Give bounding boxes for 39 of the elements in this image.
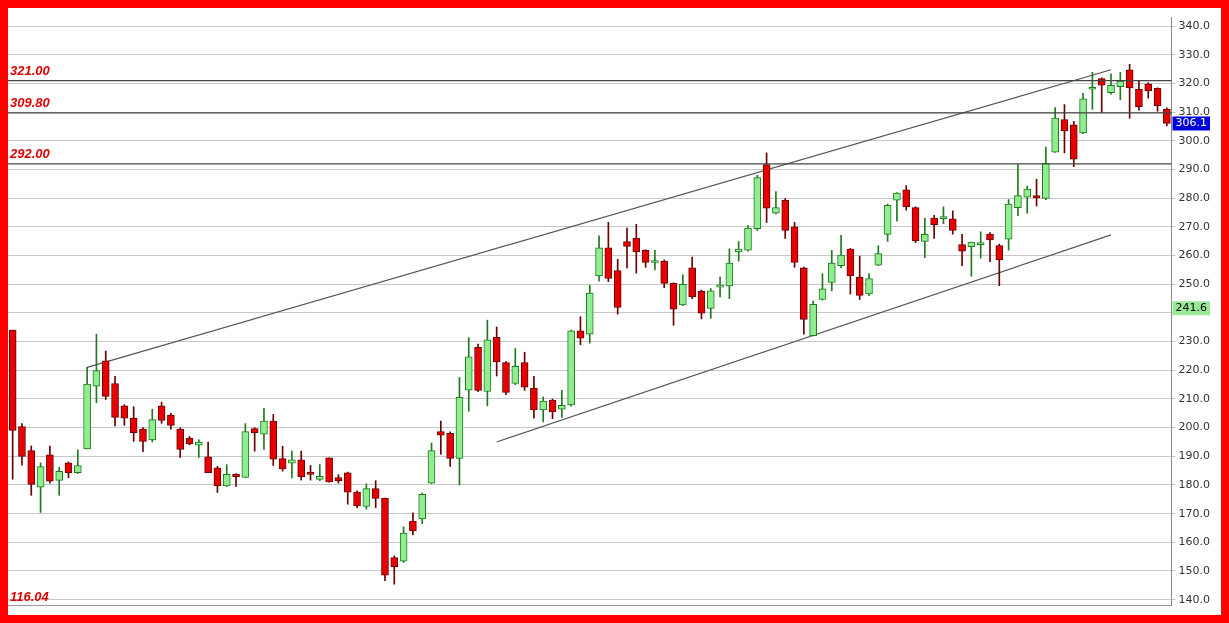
candlestick bbox=[1116, 72, 1125, 100]
y-tick-label: 280.0 bbox=[1178, 191, 1211, 205]
y-tick-label: 300.0 bbox=[1178, 133, 1211, 147]
candlestick bbox=[921, 217, 929, 258]
y-tick-label: 140.0 bbox=[1178, 592, 1211, 606]
candlestick bbox=[288, 450, 296, 479]
y-tick-label: 190.0 bbox=[1178, 449, 1211, 463]
y-tick-label: 220.0 bbox=[1178, 363, 1211, 377]
candlestick bbox=[986, 232, 994, 262]
y-tick-label: 200.0 bbox=[1178, 420, 1211, 434]
y-tick-label: 180.0 bbox=[1178, 477, 1211, 491]
candlestick bbox=[437, 420, 445, 455]
y-tick-label: 250.0 bbox=[1178, 277, 1211, 291]
candlestick bbox=[958, 234, 966, 266]
candlestick bbox=[976, 231, 985, 259]
candlestick bbox=[893, 192, 901, 222]
annotation: 306.1 bbox=[1175, 116, 1208, 130]
y-tick-label: 320.0 bbox=[1178, 76, 1211, 90]
candlestick bbox=[558, 390, 566, 418]
candlestick bbox=[315, 464, 324, 481]
y-tick-label: 270.0 bbox=[1178, 219, 1211, 233]
annotation: 241.6 bbox=[1175, 301, 1208, 315]
ref-line-label: 292.00 bbox=[9, 145, 51, 161]
y-tick-label: 330.0 bbox=[1178, 47, 1211, 61]
candlestick bbox=[651, 250, 659, 271]
y-tick-label: 170.0 bbox=[1178, 506, 1211, 520]
candlestick bbox=[1014, 164, 1022, 217]
y-tick-label: 150.0 bbox=[1178, 563, 1211, 577]
ref-line-label: 321.00 bbox=[10, 62, 51, 78]
y-tick-label: 230.0 bbox=[1178, 334, 1211, 348]
ref-line-label: 309.80 bbox=[10, 94, 51, 110]
y-tick-label: 160.0 bbox=[1178, 535, 1211, 549]
y-tick-label: 340.0 bbox=[1178, 19, 1211, 33]
annotation: 116.04 bbox=[10, 589, 50, 605]
y-tick-label: 290.0 bbox=[1178, 162, 1211, 176]
y-tick-label: 310.0 bbox=[1178, 105, 1211, 119]
candlestick bbox=[623, 227, 631, 269]
y-tick-label: 260.0 bbox=[1178, 248, 1211, 262]
y-tick-label: 210.0 bbox=[1178, 391, 1211, 405]
